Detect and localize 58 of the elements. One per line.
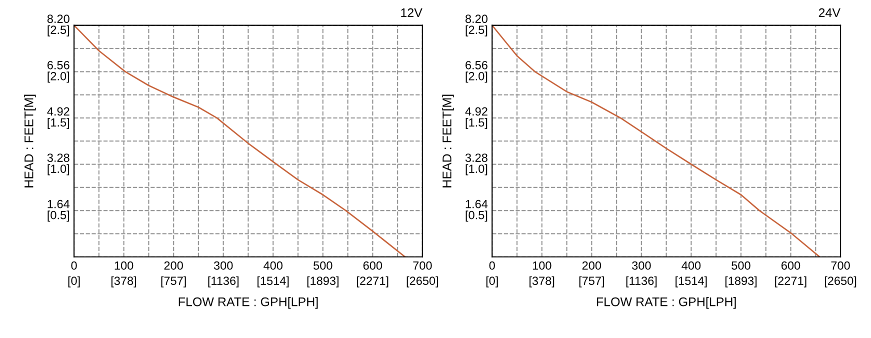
x2-tick-label: [2650] xyxy=(824,276,856,288)
x-tick-label: 0 xyxy=(71,261,77,270)
x2-tick-label: [757] xyxy=(161,276,186,288)
x2-tick-label: [2271] xyxy=(357,276,388,288)
x-tick-label: 100 xyxy=(114,261,134,270)
y-tick-label: 3.28 xyxy=(47,154,70,162)
y-tick-label: 8.20 xyxy=(465,14,488,24)
x2-tick-label: [2271] xyxy=(775,276,806,288)
x-tick-label: 400 xyxy=(264,261,283,270)
x-tick-label: 500 xyxy=(314,261,332,270)
x-tick-label: 300 xyxy=(214,261,233,270)
y2-tick-label: [2.0] xyxy=(466,72,488,83)
y-tick-label: 6.56 xyxy=(466,60,488,70)
x-tick-label: 300 xyxy=(632,261,651,270)
x-axis-title: FLOW RATE : GPH[LPH] xyxy=(178,297,318,309)
y-tick-label: 1.64 xyxy=(48,200,70,208)
x2-tick-label: [757] xyxy=(579,276,604,288)
chart-title: 24V xyxy=(818,8,840,18)
x-tick-label: 500 xyxy=(732,261,750,270)
x2-tick-label: [0] xyxy=(68,276,80,288)
x-axis-title: FLOW RATE : GPH[LPH] xyxy=(596,297,736,309)
y2-tick-label: [2.5] xyxy=(48,25,70,36)
y-axis-title: HEAD : FEET[M] xyxy=(442,94,454,188)
y2-tick-label: [1.0] xyxy=(48,164,70,176)
x2-tick-label: [1514] xyxy=(258,276,289,288)
y2-tick-label: [2.5] xyxy=(466,25,488,36)
y-tick-label: 8.20 xyxy=(47,14,70,24)
x2-tick-label: [1893] xyxy=(307,276,338,288)
y2-tick-label: [1.0] xyxy=(466,164,488,176)
y2-tick-label: [0.5] xyxy=(466,210,488,222)
y-axis-title: HEAD : FEET[M] xyxy=(24,94,36,188)
y-tick-label: 1.64 xyxy=(466,200,488,208)
x2-tick-label: [0] xyxy=(486,276,498,288)
y2-tick-label: [1.5] xyxy=(48,118,70,129)
y2-tick-label: [1.5] xyxy=(466,118,488,129)
x-tick-label: 700 xyxy=(831,261,850,270)
y-tick-label: 6.56 xyxy=(47,60,70,70)
x-tick-label: 700 xyxy=(413,261,432,270)
x2-tick-label: [378] xyxy=(111,276,136,288)
x-tick-label: 200 xyxy=(164,261,183,270)
x2-tick-label: [1893] xyxy=(725,276,757,288)
x-tick-label: 200 xyxy=(582,261,602,270)
x-tick-label: 100 xyxy=(532,261,552,270)
y-tick-label: 3.28 xyxy=(465,154,488,162)
x2-tick-label: [1514] xyxy=(676,276,707,288)
x-tick-label: 600 xyxy=(363,261,382,270)
y2-tick-label: [0.5] xyxy=(48,210,70,222)
y-tick-label: 4.92 xyxy=(47,107,70,116)
x2-tick-label: [378] xyxy=(530,276,554,288)
chart-title: 12V xyxy=(401,8,422,18)
x2-tick-label: [1136] xyxy=(208,276,239,288)
y-tick-label: 4.92 xyxy=(465,107,488,116)
x-tick-label: 600 xyxy=(781,261,800,270)
x2-tick-label: [1136] xyxy=(626,276,657,288)
x-tick-label: 0 xyxy=(489,261,495,270)
x-tick-label: 400 xyxy=(682,261,701,270)
x2-tick-label: [2650] xyxy=(406,276,438,288)
y2-tick-label: [2.0] xyxy=(48,72,70,83)
